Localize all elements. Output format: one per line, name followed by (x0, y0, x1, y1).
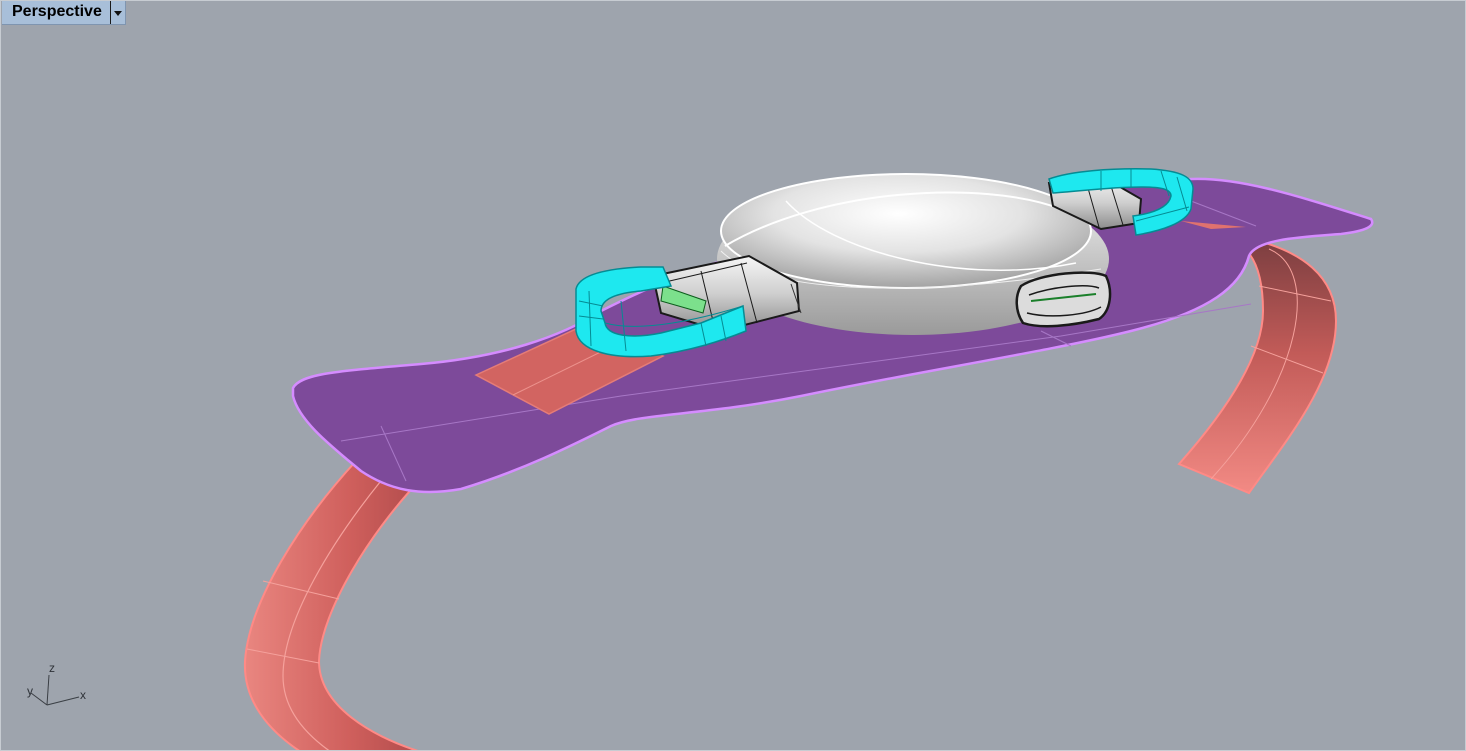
right-buckle (1048, 168, 1194, 236)
left-lug (651, 254, 802, 333)
watch-body (717, 173, 1109, 335)
axis-indicator: x z y (27, 661, 86, 706)
strap-keeper-right (1181, 221, 1246, 229)
left-buckle (575, 266, 747, 358)
left-strap (243, 459, 423, 750)
viewport-title-tab[interactable]: Perspective (2, 1, 126, 25)
viewport-title[interactable]: Perspective (12, 3, 102, 20)
axis-x-label: x (80, 688, 86, 702)
chevron-down-icon[interactable] (109, 1, 125, 24)
axis-y-label: y (27, 684, 33, 698)
axis-z-label: z (49, 661, 55, 675)
right-strap (1177, 237, 1338, 495)
